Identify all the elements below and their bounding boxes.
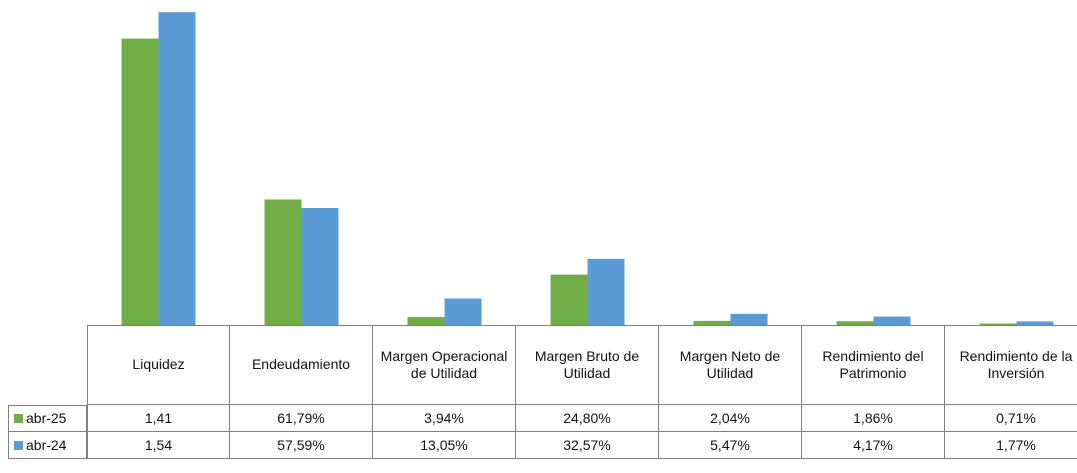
- value-label: 61,79%: [230, 405, 373, 432]
- category-label: Margen Neto de Utilidad: [659, 325, 802, 405]
- value-label: 1,54: [87, 432, 230, 459]
- value-label: 5,47%: [659, 432, 802, 459]
- table-border-top: [87, 325, 1077, 326]
- value-label-text: 24,80%: [563, 409, 611, 426]
- value-label-text: 1,86%: [853, 409, 893, 426]
- category-label-text: Margen Operacional de Utilidad: [380, 347, 508, 381]
- bar: [444, 298, 482, 325]
- bar: [550, 274, 588, 325]
- value-label: 0,71%: [945, 405, 1077, 432]
- value-label: 3,94%: [373, 405, 516, 432]
- value-label: 1,77%: [945, 432, 1077, 459]
- legend-swatch: [14, 414, 23, 423]
- value-label-text: 61,79%: [277, 409, 325, 426]
- value-label-text: 2,04%: [710, 409, 750, 426]
- value-label: 4,17%: [802, 432, 945, 459]
- category-label: Rendimiento de la Inversión: [945, 325, 1077, 405]
- value-label: 32,57%: [516, 432, 659, 459]
- category-label: Margen Operacional de Utilidad: [373, 325, 516, 405]
- value-label-text: 3,94%: [424, 409, 464, 426]
- legend-label: abr-24: [26, 436, 67, 453]
- bar: [1016, 321, 1054, 325]
- legend-entry: abr-25: [8, 405, 87, 432]
- bar: [836, 321, 874, 325]
- category-label-text: Endeudamiento: [251, 356, 351, 372]
- value-label: 2,04%: [659, 405, 802, 432]
- bar: [979, 323, 1017, 325]
- bar: [587, 258, 625, 325]
- legend-swatch: [14, 440, 23, 450]
- legend-label: abr-25: [26, 410, 67, 426]
- value-label-text: 32,57%: [563, 436, 611, 453]
- bar: [693, 320, 731, 325]
- category-label-text: Rendimiento del Patrimonio: [822, 347, 924, 381]
- category-label-text: Rendimiento de la Inversión: [959, 347, 1073, 381]
- bar: [301, 208, 339, 325]
- bar: [121, 38, 159, 325]
- value-label-text: 4,17%: [853, 436, 893, 453]
- value-label: 1,86%: [802, 405, 945, 432]
- category-label: Rendimiento del Patrimonio: [802, 325, 945, 405]
- bar: [730, 313, 768, 325]
- legend-entry: abr-24: [8, 432, 87, 459]
- value-label: 1,41: [87, 405, 230, 432]
- value-label: 24,80%: [516, 405, 659, 432]
- value-label-text: 0,71%: [996, 409, 1036, 426]
- category-label-text: Margen Neto de Utilidad: [679, 347, 781, 381]
- value-label-text: 57,59%: [277, 436, 325, 453]
- value-label: 13,05%: [373, 432, 516, 459]
- category-label: Margen Bruto de Utilidad: [516, 325, 659, 405]
- category-label-text: Margen Bruto de Utilidad: [534, 347, 640, 381]
- value-label-text: 5,47%: [710, 436, 750, 453]
- bar: [264, 199, 302, 325]
- category-label: Liquidez: [87, 325, 230, 405]
- bar: [407, 316, 445, 325]
- category-label-text: Liquidez: [132, 356, 185, 372]
- bar: [873, 316, 911, 325]
- category-label: Endeudamiento: [230, 325, 373, 405]
- value-label-text: 13,05%: [420, 436, 468, 453]
- plot-area: [121, 12, 1054, 325]
- value-label-text: 1,54: [144, 436, 173, 453]
- bar: [158, 12, 196, 325]
- value-label-text: 1,41: [144, 409, 173, 426]
- value-label: 57,59%: [230, 432, 373, 459]
- value-label-text: 1,77%: [996, 436, 1036, 453]
